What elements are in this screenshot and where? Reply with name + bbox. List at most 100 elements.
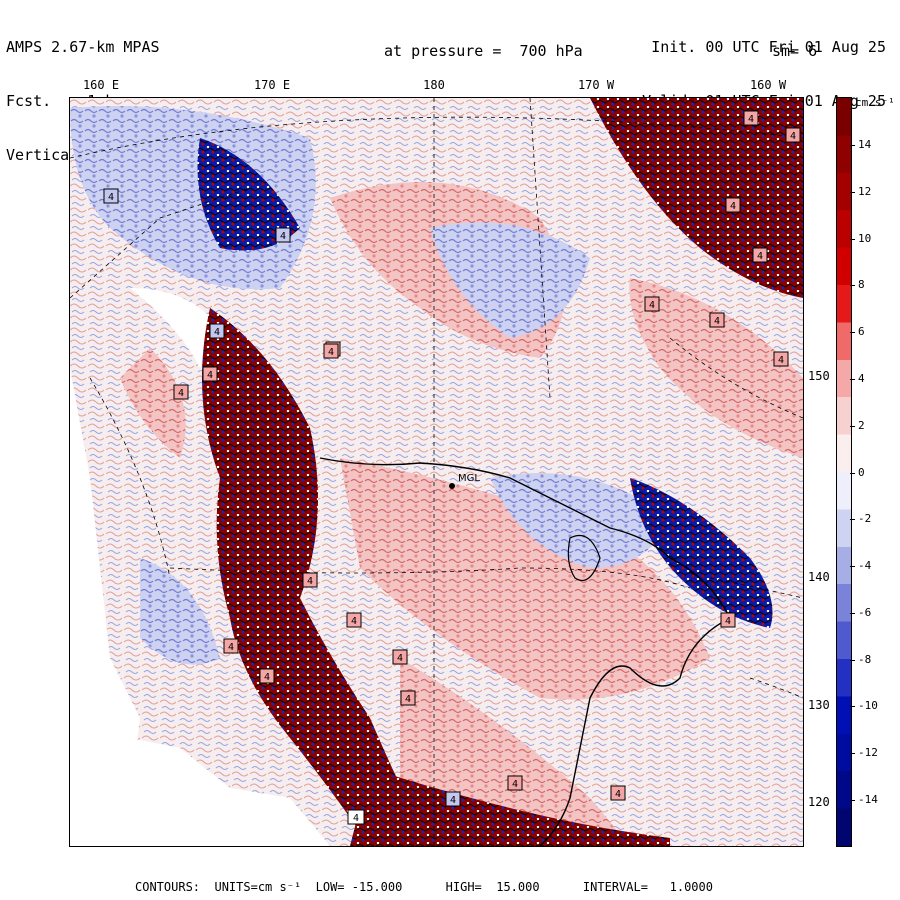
lat-label-150w: 150 W: [808, 369, 845, 383]
contour-label: 4: [223, 638, 239, 654]
model-title: AMPS 2.67-km MPAS: [6, 38, 160, 56]
colorbar-tick-label: 4: [858, 371, 865, 385]
colorbar-tick: [850, 238, 855, 240]
smoothing-value: sm= 6: [772, 42, 818, 60]
contour-label: 4: [720, 612, 736, 628]
island-outline: [567, 534, 601, 582]
colorbar-tick: [850, 145, 855, 146]
meridian-140w: [709, 577, 803, 599]
svg-text:4: 4: [307, 576, 313, 587]
svg-text:4: 4: [264, 672, 270, 683]
contour-label: 4: [445, 791, 461, 807]
domain-mask-southwest: [70, 698, 330, 846]
coastline: [319, 457, 731, 846]
lon-label-170e: 170 E: [253, 78, 291, 92]
forecast-label: Fcst.: [6, 92, 52, 110]
contour-label: 4: [773, 351, 789, 367]
colorbar-tick: [850, 191, 855, 193]
map-canvas: 4 4 4 4 4 4 4 4 4 4 4 4 4 4 4 4 4 4 4 4 …: [70, 98, 803, 846]
svg-text:4: 4: [108, 192, 114, 203]
colorbar-tick: [850, 753, 855, 755]
contour-label: 4: [743, 110, 759, 126]
meridian-150w: [669, 337, 803, 419]
pressure-level: at pressure = 700 hPa: [384, 42, 583, 60]
svg-text:4: 4: [397, 653, 403, 664]
contour-label: 4: [275, 227, 291, 243]
contour-label: 4: [323, 343, 339, 359]
colorbar-tick: [850, 378, 855, 380]
red-zone-northeast: [629, 278, 803, 458]
southern-relief: [350, 768, 670, 846]
svg-text:4: 4: [280, 231, 286, 242]
eastern-relief: [630, 478, 773, 628]
colorbar-tick-label: -8: [858, 652, 872, 666]
colorbar-tick-label: 8: [858, 278, 865, 292]
vertical-velocity-map: 4 4 4 4 4 4 4 4 4 4 4 4 4 4 4 4 4 4 4 4 …: [69, 97, 804, 847]
parallel-south: [169, 567, 691, 589]
contour-label: 4: [302, 572, 318, 588]
blue-zone-southwest: [140, 558, 220, 665]
color-scale-bar: [836, 97, 852, 847]
contour-label: 4: [259, 668, 275, 684]
contour-label: 4: [644, 296, 660, 312]
svg-text:4: 4: [649, 300, 655, 311]
svg-text:4: 4: [178, 388, 184, 399]
contour-label: 4: [752, 247, 768, 263]
contour-label: 4: [709, 312, 725, 328]
colorbar-tick-label: -4: [858, 559, 872, 573]
station-label: MGL: [458, 473, 480, 484]
colorbar-tick-label: -12: [858, 746, 878, 760]
lon-label-160w: 160 W: [749, 78, 787, 92]
meridian-175w: [529, 98, 551, 399]
lat-label-120w: 120 W: [808, 795, 845, 809]
svg-text:4: 4: [790, 131, 796, 142]
contour-label: 4: [610, 785, 626, 801]
lat-label-140w: 140 W: [808, 570, 845, 584]
contour-label: 4: [725, 197, 741, 213]
contour-label: 4: [785, 127, 801, 143]
init-time: Init. 00 UTC Fri 01 Aug 25: [651, 38, 886, 56]
transantarctic-mountains: [202, 308, 430, 846]
contour-label: 4: [209, 323, 225, 339]
lat-label-130w: 130 W: [808, 698, 845, 712]
colorbar-tick-label: 10: [858, 231, 872, 245]
colorbar-tick-label: -2: [858, 512, 872, 526]
contour-label: 4: [202, 366, 218, 382]
svg-text:4: 4: [328, 347, 334, 358]
victoria-land-relief: [197, 138, 300, 251]
red-zone-central: [340, 458, 710, 700]
lon-label-160e: 160 E: [82, 78, 120, 92]
colorbar-tick: [850, 566, 855, 568]
svg-text:4: 4: [615, 789, 621, 800]
contour-labels: 4 4 4 4 4 4 4 4 4 4 4 4 4 4 4 4 4 4 4 4 …: [103, 110, 801, 825]
colorbar-tick: [850, 659, 855, 661]
colorbar-tick: [850, 332, 855, 334]
station-marker: [449, 483, 455, 489]
contours-footer: CONTOURS: UNITS=cm s⁻¹ LOW= -15.000 HIGH…: [135, 880, 713, 894]
svg-text:4: 4: [757, 251, 763, 262]
contour-label: 4: [346, 612, 362, 628]
svg-text:4: 4: [353, 813, 359, 824]
contour-label: 4: [507, 775, 523, 791]
colorbar-tick-label: 12: [858, 184, 872, 198]
colorbar-tick: [850, 519, 855, 521]
svg-text:4: 4: [748, 114, 754, 125]
parallel-north: [70, 116, 803, 159]
colorbar-unit: cm s⁻¹: [855, 96, 895, 109]
svg-text:4: 4: [450, 795, 456, 806]
contour-label: 4: [173, 384, 189, 400]
marie-byrd-land-relief: [590, 98, 803, 298]
contour-label: 4: [347, 809, 365, 825]
blue-zone-central: [490, 473, 670, 568]
colorbar-tick-label: 6: [858, 325, 865, 339]
contour-label: 4: [400, 690, 416, 706]
contour-label: 4: [392, 649, 408, 665]
colorbar-tick: [850, 425, 855, 427]
blue-zone-north-central: [430, 222, 590, 338]
svg-text:4: 4: [207, 370, 213, 381]
colorbar-tick: [850, 612, 855, 614]
svg-text:4: 4: [725, 616, 731, 627]
red-zone-west: [120, 348, 186, 458]
svg-text:4: 4: [351, 616, 357, 627]
colorbar-tick-label: -6: [858, 605, 872, 619]
